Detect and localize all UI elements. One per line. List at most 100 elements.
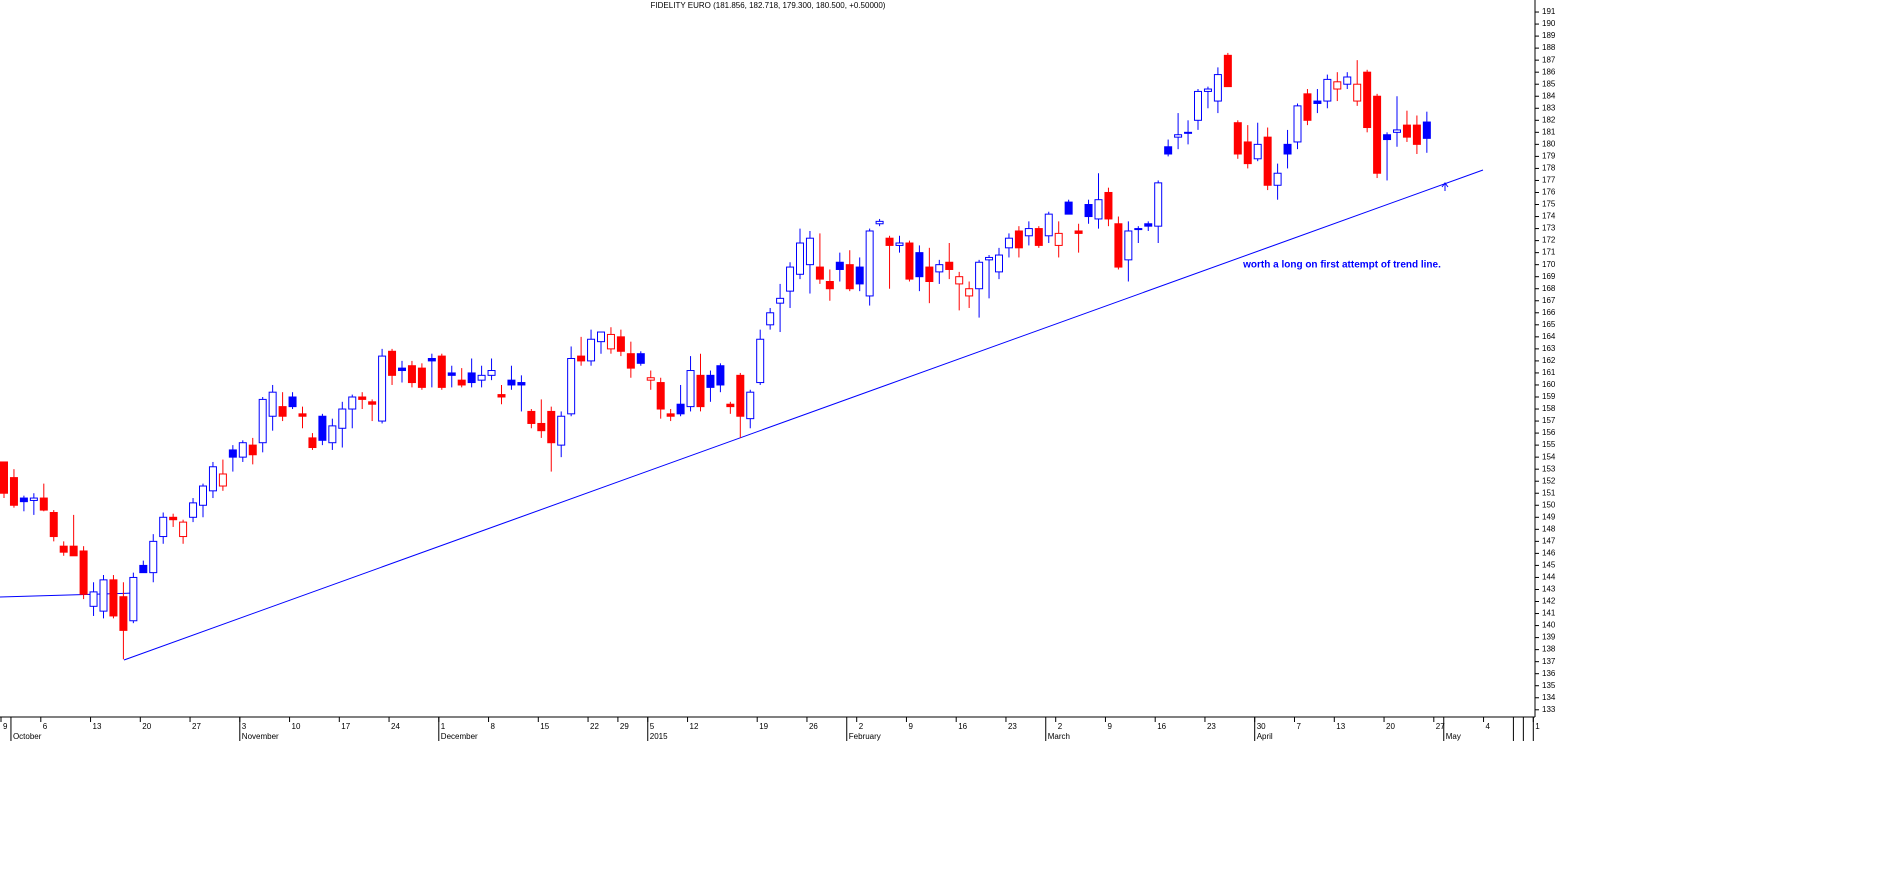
candle-body [636,353,645,364]
candle-body [328,425,337,444]
candle-body [915,252,924,278]
candle-body [1273,172,1282,186]
candle-body [447,372,456,376]
x-tick-label: 27 [1436,722,1445,731]
candle-body [457,379,466,386]
candle-body [666,413,675,417]
candle-body [686,370,695,408]
y-tick-label: 184 [1542,91,1556,100]
candle-body [179,521,188,538]
candle-body [1164,146,1173,155]
y-tick-label: 186 [1542,67,1556,76]
x-tick-label: 20 [1386,722,1395,731]
x-tick-label: 7 [1297,722,1302,731]
y-tick-label: 183 [1542,103,1556,112]
candle-body [1293,105,1302,143]
candle-body [567,358,576,415]
candle-body [547,410,556,444]
candle-body [338,408,347,429]
candle-body [1363,71,1372,129]
candle-body [1283,143,1292,155]
candle-body [358,396,367,400]
candle-body [965,288,974,297]
candle-body [1124,230,1133,261]
candle-body [1213,74,1222,102]
candle-body [1353,83,1362,102]
candle-body [1303,93,1312,121]
candle-body [1243,141,1252,165]
x-tick-label: 1 [1535,722,1540,731]
candle-body [1094,199,1103,220]
y-tick-label: 170 [1542,260,1556,269]
chart-title: FIDELITY EURO (181.856, 182.718, 179.300… [651,1,886,10]
y-tick-label: 163 [1542,344,1556,353]
candle-body [1104,191,1113,220]
x-tick-label: 30 [1257,722,1266,731]
candle-body [218,473,227,487]
candle-body [616,336,625,352]
candle-body [487,370,496,376]
candle-body [149,540,158,574]
x-tick-label: 26 [809,722,818,731]
candle-body [417,367,426,388]
y-tick-label: 140 [1542,621,1556,630]
candle-body [1383,134,1392,141]
x-tick-label: 27 [192,722,201,731]
y-tick-label: 136 [1542,669,1556,678]
candle-body [776,297,785,304]
candle-body [1194,90,1202,121]
month-label: December [441,732,478,741]
candle-body [1233,122,1242,155]
y-tick-label: 142 [1542,597,1556,606]
candle-body [1263,136,1272,186]
candle-body [1402,124,1411,138]
x-tick-label: 9 [1107,722,1112,731]
candle-body [1004,237,1013,249]
candle-body [298,413,307,417]
candle-body [0,461,8,494]
candle-body [945,261,954,270]
candle-body [865,230,874,297]
candle-body [119,596,128,631]
candle-body [348,396,357,410]
y-tick-label: 160 [1542,380,1556,389]
x-tick-label: 9 [3,722,8,731]
candle-body [606,333,615,350]
candle-body [59,545,68,553]
candle-body [1184,131,1193,134]
y-tick-label: 143 [1542,585,1556,594]
y-tick-label: 178 [1542,164,1556,173]
y-tick-label: 147 [1542,536,1556,545]
candle-body [646,377,655,381]
candle-body [587,338,596,362]
y-tick-label: 164 [1542,332,1556,341]
x-tick-label: 24 [391,722,400,731]
candle-body [427,358,436,362]
x-tick-label: 13 [1336,722,1345,731]
candle-body [1343,76,1352,85]
candle-body [29,497,38,501]
candle-body [39,497,48,511]
y-tick-label: 174 [1542,212,1556,221]
candle-body [1333,81,1342,90]
candle-body [1024,228,1033,237]
candle-body [626,353,635,369]
x-tick-label: 3 [242,722,247,731]
candle-body [875,220,884,225]
x-tick-label: 15 [540,722,549,731]
candle-body [189,502,198,518]
candle-body [308,437,317,449]
y-tick-label: 182 [1542,115,1556,124]
arrow-marker [1441,182,1449,191]
candle-body [517,382,526,386]
month-label: April [1257,732,1273,741]
x-tick-label: 1 [441,722,446,731]
candle-body [1014,230,1023,249]
y-tick-label: 151 [1542,488,1556,497]
candle-body [368,401,377,405]
y-tick-label: 176 [1542,188,1556,197]
y-tick-label: 168 [1542,284,1556,293]
candle-body [1313,100,1322,104]
y-tick-label: 135 [1542,681,1556,690]
y-tick-label: 158 [1542,404,1556,413]
